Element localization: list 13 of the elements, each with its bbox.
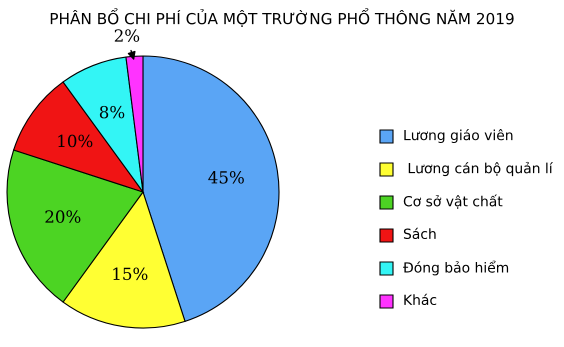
chart-title: PHÂN BỔ CHI PHÍ CỦA MỘT TRƯỜNG PHỔ THÔNG NĂM 2019	[50, 8, 514, 27]
legend-label: Lương cán bộ quản lí	[408, 162, 554, 176]
legend-label: Sách	[404, 228, 436, 240]
legend-label: Đóng bảo hiểm	[403, 260, 508, 276]
data-label: 2%	[114, 29, 140, 42]
legend-label: Khác	[404, 294, 436, 306]
legend-label: Cơ sở vật chất	[404, 194, 502, 209]
legend-label: Lương giáo viên	[404, 129, 512, 143]
data-label: 10%	[58, 134, 92, 148]
data-label: 45%	[208, 171, 244, 184]
data-label: 8%	[100, 106, 124, 118]
data-label: 20%	[45, 210, 80, 223]
data-label: 15%	[113, 268, 148, 280]
